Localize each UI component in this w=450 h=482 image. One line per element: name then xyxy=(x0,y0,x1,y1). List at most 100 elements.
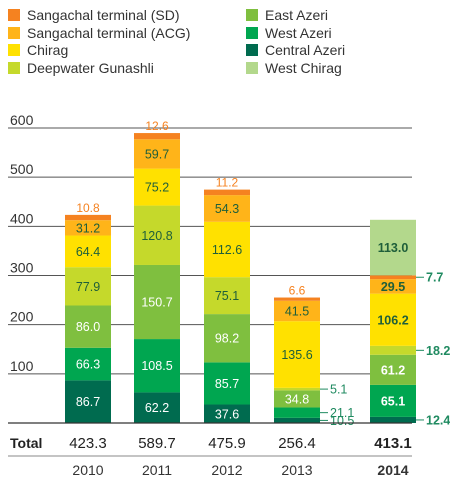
x-tick-label: 2014 xyxy=(377,462,408,478)
data-label: 41.5 xyxy=(285,304,309,318)
bar-segment-west-azeri xyxy=(204,362,250,405)
legend-swatch xyxy=(246,44,258,56)
legend-label: Central Azeri xyxy=(265,42,346,58)
legend-label: Deepwater Gunashli xyxy=(27,59,154,76)
data-label: 18.2 xyxy=(426,344,450,358)
bar-segment-west-azeri xyxy=(370,384,416,417)
legend-item-sangachal-terminal-acg: Sangachal terminal (ACG) xyxy=(8,24,190,42)
data-label: 150.7 xyxy=(141,296,172,310)
bar-segment-west-azeri xyxy=(134,339,180,393)
bar-segment-chirag xyxy=(204,221,250,278)
bar-segment-central-azeri xyxy=(134,392,180,423)
data-label: 37.6 xyxy=(215,407,239,421)
total-value: 475.9 xyxy=(208,435,246,452)
x-tick-label: 2011 xyxy=(142,462,172,478)
legend-label: Sangachal terminal (ACG) xyxy=(27,24,191,41)
bar-segment-east-azeri xyxy=(204,314,250,363)
data-label: 75.1 xyxy=(215,289,239,303)
totals-label: Total xyxy=(10,435,42,451)
bar-segment-chirag xyxy=(134,168,180,206)
y-tick-label: 100 xyxy=(10,358,34,374)
chart-legend: Sangachal terminal (SD) Sangachal termina… xyxy=(8,6,448,96)
data-label: 112.6 xyxy=(212,243,242,257)
legend-label: West Azeri xyxy=(265,24,332,41)
data-label: 61.2 xyxy=(381,363,405,377)
y-tick-label: 500 xyxy=(10,161,34,177)
bar-segment-sangachal-terminal-acg xyxy=(134,139,180,169)
legend-swatch xyxy=(8,9,20,21)
data-label: 59.7 xyxy=(145,147,169,161)
data-label: 6.6 xyxy=(289,284,306,298)
x-tick-label: 2012 xyxy=(211,462,242,478)
bar-segment-deepwater-gunashli xyxy=(370,345,416,355)
y-tick-label: 400 xyxy=(10,210,34,226)
bar-segment-west-azeri xyxy=(65,347,111,381)
data-label: 54.3 xyxy=(215,202,239,216)
data-label: 12.6 xyxy=(145,119,169,133)
bar-segment-chirag xyxy=(370,293,416,346)
bar-segment-sangachal-terminal-acg xyxy=(370,279,416,294)
bar-segment-sangachal-terminal-acg xyxy=(204,195,250,222)
data-label: 21.1 xyxy=(330,406,354,420)
legend-item-deepwater-gunashli: Deepwater Gunashli xyxy=(8,59,154,77)
legend-item-west-azeri: West Azeri xyxy=(246,24,332,42)
data-label: 65.1 xyxy=(381,394,405,408)
bar-segment-west-chirag xyxy=(370,219,416,276)
legend-swatch xyxy=(246,26,258,39)
data-label: 10.8 xyxy=(76,201,100,215)
bar-segment-sangachal-terminal-acg xyxy=(274,300,320,322)
bar-group-2014: 12.4 65.1 61.2 18.2 106.2 29.5 7.7 113.0 xyxy=(370,219,450,427)
y-tick-label: 600 xyxy=(10,112,34,128)
data-label: 77.9 xyxy=(76,280,100,294)
y-tick-label: 200 xyxy=(10,309,34,325)
bar-segment-sangachal-terminal-sd xyxy=(134,133,180,140)
data-label: 120.8 xyxy=(141,229,172,243)
bar-segment-central-azeri xyxy=(204,404,250,423)
bar-segment-chirag xyxy=(65,235,111,268)
legend-item-chirag: Chirag xyxy=(8,41,68,59)
legend-item-central-azeri: Central Azeri xyxy=(246,41,345,59)
legend-item-sangachal-terminal-sd: Sangachal terminal (SD) xyxy=(8,6,180,24)
data-label: 66.3 xyxy=(76,358,100,372)
bar-segment-chirag xyxy=(274,321,320,388)
legend-label: Sangachal terminal (SD) xyxy=(27,7,180,23)
total-value: 589.7 xyxy=(138,435,176,452)
x-tick-label: 2010 xyxy=(72,462,103,478)
bar-group-2011: 62.2 108.5 150.7 120.8 75.2 59.7 12.6 xyxy=(134,119,180,423)
bar-segment-sangachal-terminal-acg xyxy=(65,220,111,236)
bar-segment-sangachal-terminal-sd xyxy=(370,275,416,280)
legend-swatch xyxy=(246,9,258,21)
total-value: 423.3 xyxy=(69,435,107,452)
x-tick-label: 2013 xyxy=(281,462,312,478)
total-value: 256.4 xyxy=(278,435,316,452)
legend-swatch xyxy=(8,26,20,39)
legend-label: Chirag xyxy=(27,42,69,58)
legend-swatch xyxy=(246,61,258,74)
data-label: 5.1 xyxy=(330,383,347,397)
bar-segment-sangachal-terminal-sd xyxy=(65,214,111,221)
bar-segment-deepwater-gunashli xyxy=(204,277,250,315)
data-label: 86.0 xyxy=(76,320,100,334)
legend-item-west-chirag: West Chirag xyxy=(246,59,342,77)
bar-segment-central-azeri xyxy=(274,417,320,423)
y-tick-label: 300 xyxy=(10,260,34,276)
data-label: 12.4 xyxy=(426,413,450,427)
data-label: 29.5 xyxy=(381,280,405,294)
bar-group-2013: 10.521.1 34.8 5.1 135.6 41.5 6.6 xyxy=(274,284,354,428)
data-label: 113.0 xyxy=(378,241,409,255)
bar-segment-sangachal-terminal-sd xyxy=(204,189,250,196)
total-value: 413.1 xyxy=(374,435,412,452)
bar-segment-west-azeri xyxy=(274,407,320,418)
legend-label: West Chirag xyxy=(265,59,342,76)
data-label: 86.7 xyxy=(76,395,100,409)
data-label: 135.6 xyxy=(281,348,312,362)
data-label: 64.4 xyxy=(76,245,100,259)
bar-segment-central-azeri xyxy=(370,416,416,423)
data-label: 31.2 xyxy=(76,221,100,235)
bar-segment-deepwater-gunashli xyxy=(134,205,180,265)
bar-segment-central-azeri xyxy=(65,380,111,423)
data-label: 34.8 xyxy=(285,392,309,406)
data-label: 11.2 xyxy=(216,176,239,190)
bar-segment-east-azeri xyxy=(370,354,416,385)
